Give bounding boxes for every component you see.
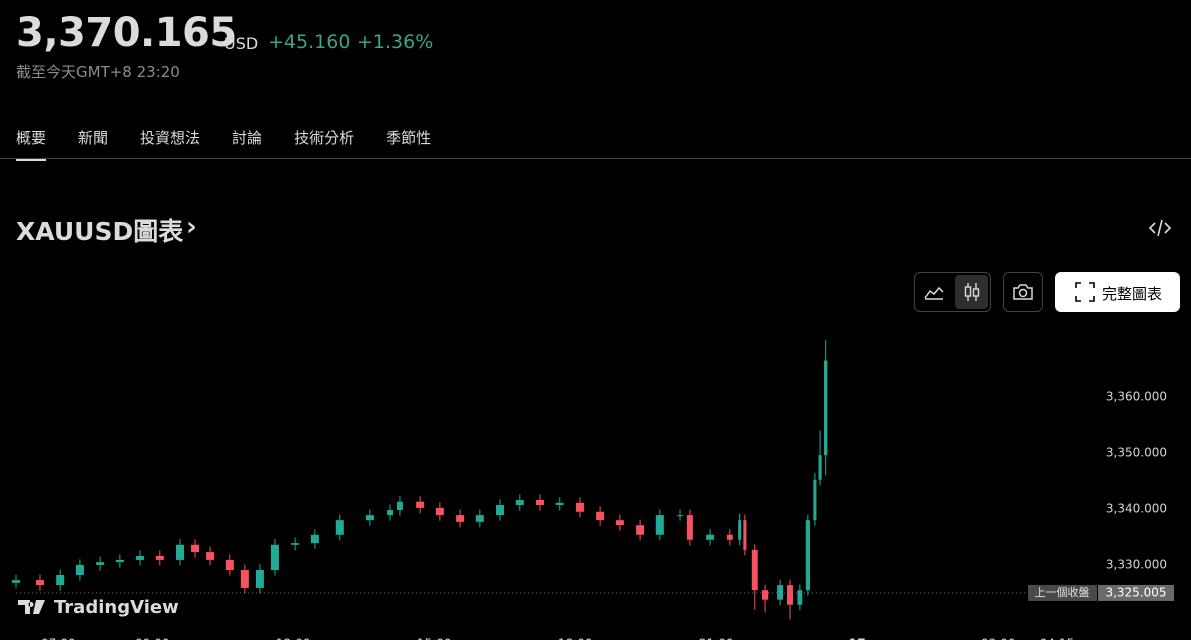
tab[interactable]: 概要 [16, 127, 47, 161]
prev-close-name: 上一個收盤 [1035, 585, 1090, 599]
x-tick-label: 17 [849, 637, 866, 640]
candle-body [596, 511, 605, 521]
tab[interactable]: 投資想法 [140, 129, 201, 147]
prev-close-label: 3,325.005 [1105, 585, 1166, 599]
prev-close-tag [1028, 584, 1097, 601]
candle-body [435, 507, 444, 516]
x-tick-label: 04:15 [1040, 637, 1075, 640]
candle-body [35, 580, 44, 586]
divider [0, 158, 1191, 159]
x-tick-label: 21:00 [699, 637, 734, 640]
y-tick-label: 3,340.000 [1106, 501, 1167, 515]
change-percent: +1.36% [357, 31, 434, 53]
candle-body [813, 479, 817, 521]
candle-body [726, 534, 733, 540]
change: +45.160 [268, 31, 351, 53]
watermark-text: TradingView [54, 597, 179, 618]
tab[interactable]: 技術分析 [294, 129, 355, 147]
candle-body [310, 534, 319, 544]
candle-body [456, 515, 465, 522]
x-tick-label: 09:00 [135, 637, 170, 640]
y-tick-label: 3,330.000 [1106, 557, 1167, 571]
chevron[interactable]: › [186, 212, 197, 242]
candle-body [818, 455, 822, 480]
watermark-logo [18, 600, 45, 614]
candle-body [291, 543, 300, 545]
fullscreen-icon [1075, 282, 1095, 302]
candle-body [12, 580, 20, 583]
candle-body [56, 575, 65, 586]
full-chart-button[interactable]: 完整圖表 [1055, 272, 1180, 312]
candle-body [824, 360, 828, 456]
candle-icon [964, 283, 980, 301]
candle-body [615, 520, 624, 526]
candle-body [115, 559, 124, 563]
candle-body [535, 500, 544, 506]
candle-body [255, 570, 264, 588]
candle-style-button[interactable] [955, 275, 988, 309]
candle-body [191, 544, 200, 553]
candle-body [677, 515, 683, 517]
prev-close-value-box [1098, 584, 1174, 601]
candle-body [761, 590, 769, 600]
candle-body [396, 501, 403, 511]
candle-body [416, 501, 425, 508]
candle-body [787, 585, 793, 605]
y-tick-label: 3,360.000 [1106, 389, 1167, 403]
candle-body [575, 502, 584, 512]
watermark [18, 600, 45, 614]
candle-body [475, 515, 484, 522]
x-tick-label: 18:00 [558, 637, 593, 640]
camera-icon [1013, 284, 1033, 300]
tab[interactable]: 季節性 [386, 129, 432, 147]
candle-body [655, 515, 664, 535]
candle-body [797, 590, 803, 605]
tab[interactable]: 新聞 [78, 129, 109, 147]
x-tick-label: 15:00 [417, 637, 452, 640]
tab-bar: 概要 新聞 投資想法 討論 技術分析 季節性 [16, 127, 463, 161]
candle-body [270, 544, 279, 571]
candle-body [496, 505, 505, 516]
snapshot-button[interactable] [1003, 272, 1043, 312]
candle-body [777, 585, 784, 600]
candle-body [365, 515, 374, 521]
section-title[interactable]: XAUUSD圖表 [16, 217, 184, 246]
candle-body [176, 544, 185, 560]
candle-body [96, 562, 105, 565]
candle-body [686, 515, 693, 540]
price: 3,370.165 [16, 10, 237, 56]
currency: USD [224, 34, 259, 53]
candle-body [155, 556, 164, 560]
candle-body [206, 552, 215, 560]
candle-body [387, 510, 394, 516]
x-tick-label: 03:00 [981, 637, 1016, 640]
candle-body [555, 502, 564, 506]
candle-body [743, 520, 747, 550]
embed-button[interactable] [1148, 216, 1172, 240]
candle-body [706, 534, 715, 540]
y-tick-label: 3,350.000 [1106, 445, 1167, 459]
candle-body [225, 559, 234, 571]
x-tick-label: 07:00 [41, 637, 76, 640]
candle-body [75, 564, 84, 576]
timestamp: 截至今天GMT+8 23:20 [16, 63, 180, 81]
full-chart-label[interactable]: 完整圖表 [1102, 285, 1163, 303]
x-tick-label: 12:00 [276, 637, 311, 640]
tab[interactable]: 討論 [232, 129, 263, 147]
candle-body [335, 520, 344, 535]
candle-body [805, 520, 810, 591]
area-style-button[interactable] [923, 281, 945, 303]
candle-body [636, 525, 645, 535]
candle-body [515, 500, 524, 506]
chart-style-group [914, 272, 991, 312]
candle-body [751, 549, 758, 591]
candle-body [738, 520, 742, 540]
candle-body [136, 556, 145, 560]
candle-body [240, 570, 249, 588]
